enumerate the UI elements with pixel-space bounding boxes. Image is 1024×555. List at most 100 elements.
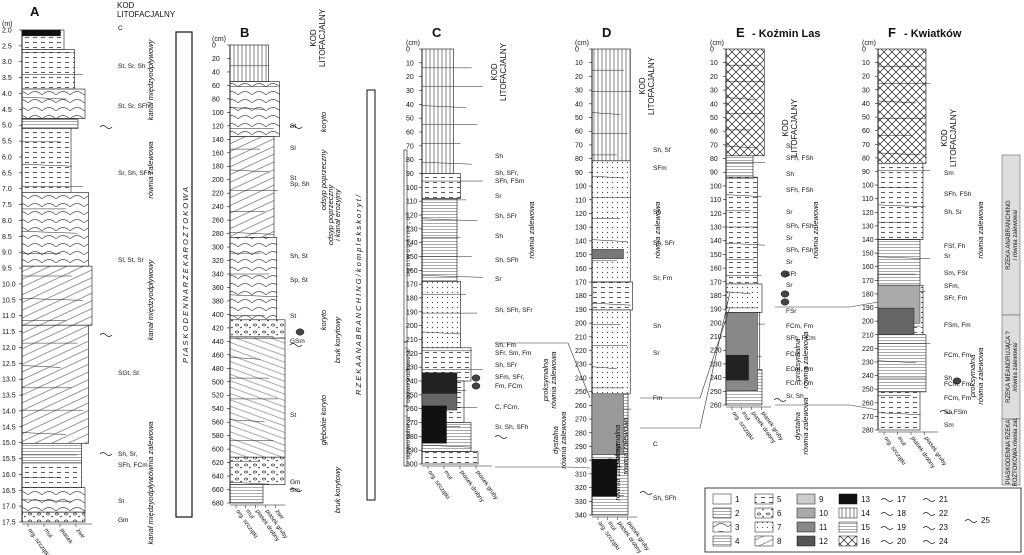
depth-tick-label: 9.0 <box>2 250 12 257</box>
lithology-bed <box>229 484 264 504</box>
depth-tick-label: 140 <box>710 238 722 245</box>
depth-tick-label: 4.5 <box>2 107 12 114</box>
depth-tick-label: 60 <box>710 129 718 136</box>
bed-boundary <box>21 96 67 100</box>
depth-tick-label: 90 <box>710 170 718 177</box>
lithology-bed <box>229 319 286 339</box>
code-header: LITOFACJALNY <box>318 8 327 67</box>
depth-tick-label: 11.5 <box>2 329 15 336</box>
lithology-bed <box>21 49 75 90</box>
environment-label: głębokie koryto <box>319 395 328 445</box>
environment-label: proksymalna <box>541 359 550 403</box>
depth-tick-label: 180 <box>862 291 874 298</box>
depth-tick-label: 13.0 <box>2 377 16 384</box>
legend-number: 13 <box>861 495 870 504</box>
bed-boundary <box>421 105 467 108</box>
lithofacies-code: SFh, FSh <box>786 247 814 254</box>
lithofacies-code: GSm <box>290 338 305 345</box>
depth-tick-label: 140 <box>862 237 874 244</box>
concretion-icon <box>952 377 962 385</box>
bed-boundary <box>421 275 483 278</box>
depth-tick-label: 70 <box>575 142 583 149</box>
bed-boundary <box>229 169 270 173</box>
lithofacies-code: Sr <box>786 235 793 242</box>
lithofacies-code: Gm <box>118 517 128 524</box>
depth-tick-label: 40 <box>212 69 220 76</box>
environment-label: dystalna <box>551 426 560 454</box>
legend-number: 18 <box>897 509 906 518</box>
lithofacies-code: St <box>290 175 296 182</box>
erosion-icon <box>773 398 787 402</box>
depth-tick-label: 300 <box>575 458 587 465</box>
grain-size-label: żwir <box>74 528 85 540</box>
lithofacies-code: SFr, Fm <box>944 295 967 302</box>
depth-tick-label: 250 <box>862 387 874 394</box>
site-title: - Koźmin Las <box>752 28 820 40</box>
depth-tick-label: 14.0 <box>2 408 16 415</box>
legend-swatch <box>754 507 774 519</box>
legend-number: 8 <box>777 537 782 546</box>
depth-tick-label: 5.0 <box>2 123 12 130</box>
lithology-bed-solid <box>591 393 624 455</box>
depth-tick-label: 250 <box>406 392 418 399</box>
depth-tick-label: 280 <box>406 434 418 441</box>
lithofacies-code: Sm <box>290 487 300 494</box>
depth-tick-label: 60 <box>575 129 583 136</box>
legend-symbol <box>922 526 936 530</box>
lithofacies-code: Sh, St <box>290 253 308 260</box>
lithofacies-code: Sh, Fm <box>495 342 516 349</box>
lithofacies-code: Sh <box>653 209 661 216</box>
bed-boundary <box>725 145 758 149</box>
depth-tick-label: 20 <box>406 74 414 81</box>
depth-tick-label: 50 <box>406 116 414 123</box>
correlation-line <box>640 291 731 429</box>
lithofacies-code: FCm, Fm <box>944 352 971 359</box>
environment-label: dystalna <box>793 412 802 440</box>
depth-tick-label: 340 <box>575 513 587 520</box>
major-environment-label: R Z E K A A N A B R A N C H I N G / k o … <box>354 194 363 395</box>
depth-tick-label: 20 <box>710 74 718 81</box>
depth-tick-label: 60 <box>406 130 414 137</box>
environment-label: koryto <box>319 112 328 132</box>
lithology-bed <box>21 511 86 523</box>
depth-tick-label: 240 <box>710 375 722 382</box>
legend-number: 15 <box>861 523 870 532</box>
lithofacies-code: FCm <box>786 351 800 358</box>
lithofacies-code: FSf, Fh <box>944 243 966 250</box>
depth-tick-label: 140 <box>212 137 224 144</box>
depth-tick-label: 500 <box>212 379 224 386</box>
legend-symbol <box>880 540 894 544</box>
lithofacies-code: SFt <box>786 271 796 278</box>
lithology-bed-solid <box>877 307 915 335</box>
legend-swatch <box>754 521 774 533</box>
depth-tick-label: 13.5 <box>2 393 16 400</box>
lithofacies-code: St <box>290 123 296 130</box>
depth-unit: (cm) <box>862 40 876 47</box>
grain-size-label: muł <box>606 521 617 533</box>
bed-boundary <box>21 231 78 234</box>
erosion-icon <box>639 491 653 495</box>
lithofacies-code: St <box>290 412 296 419</box>
lithofacies-code: Sh, SFh <box>495 257 519 264</box>
environment-label: odsyp poprzeczny <box>319 149 328 211</box>
site-title: - Kwiatków <box>904 28 962 40</box>
grain-size-label: muł <box>244 509 255 521</box>
bed-boundary <box>877 100 916 104</box>
depth-tick-label: 310 <box>575 471 587 478</box>
lithofacies-code: Sl <box>786 143 792 150</box>
lithofacies-code: Sh <box>786 171 794 178</box>
erosion-icon <box>289 125 303 129</box>
depth-tick-label: 120 <box>575 211 587 218</box>
depth-tick-label: 17.0 <box>2 504 16 511</box>
depth-tick-label: 10 <box>575 60 583 67</box>
depth-tick-label: 10 <box>406 60 414 67</box>
lithofacies-code: SFm <box>653 165 667 172</box>
depth-tick-label: 130 <box>710 225 722 232</box>
depth-tick-label: 230 <box>710 361 722 368</box>
lithofacies-code: Fm <box>653 395 662 402</box>
lithofacies-code: Sh, Sr <box>944 209 963 216</box>
depth-tick-label: 30 <box>862 87 870 94</box>
lithology-bed-solid <box>421 405 447 444</box>
lithology-bed <box>591 48 631 162</box>
depth-tick-label: 100 <box>406 185 418 192</box>
